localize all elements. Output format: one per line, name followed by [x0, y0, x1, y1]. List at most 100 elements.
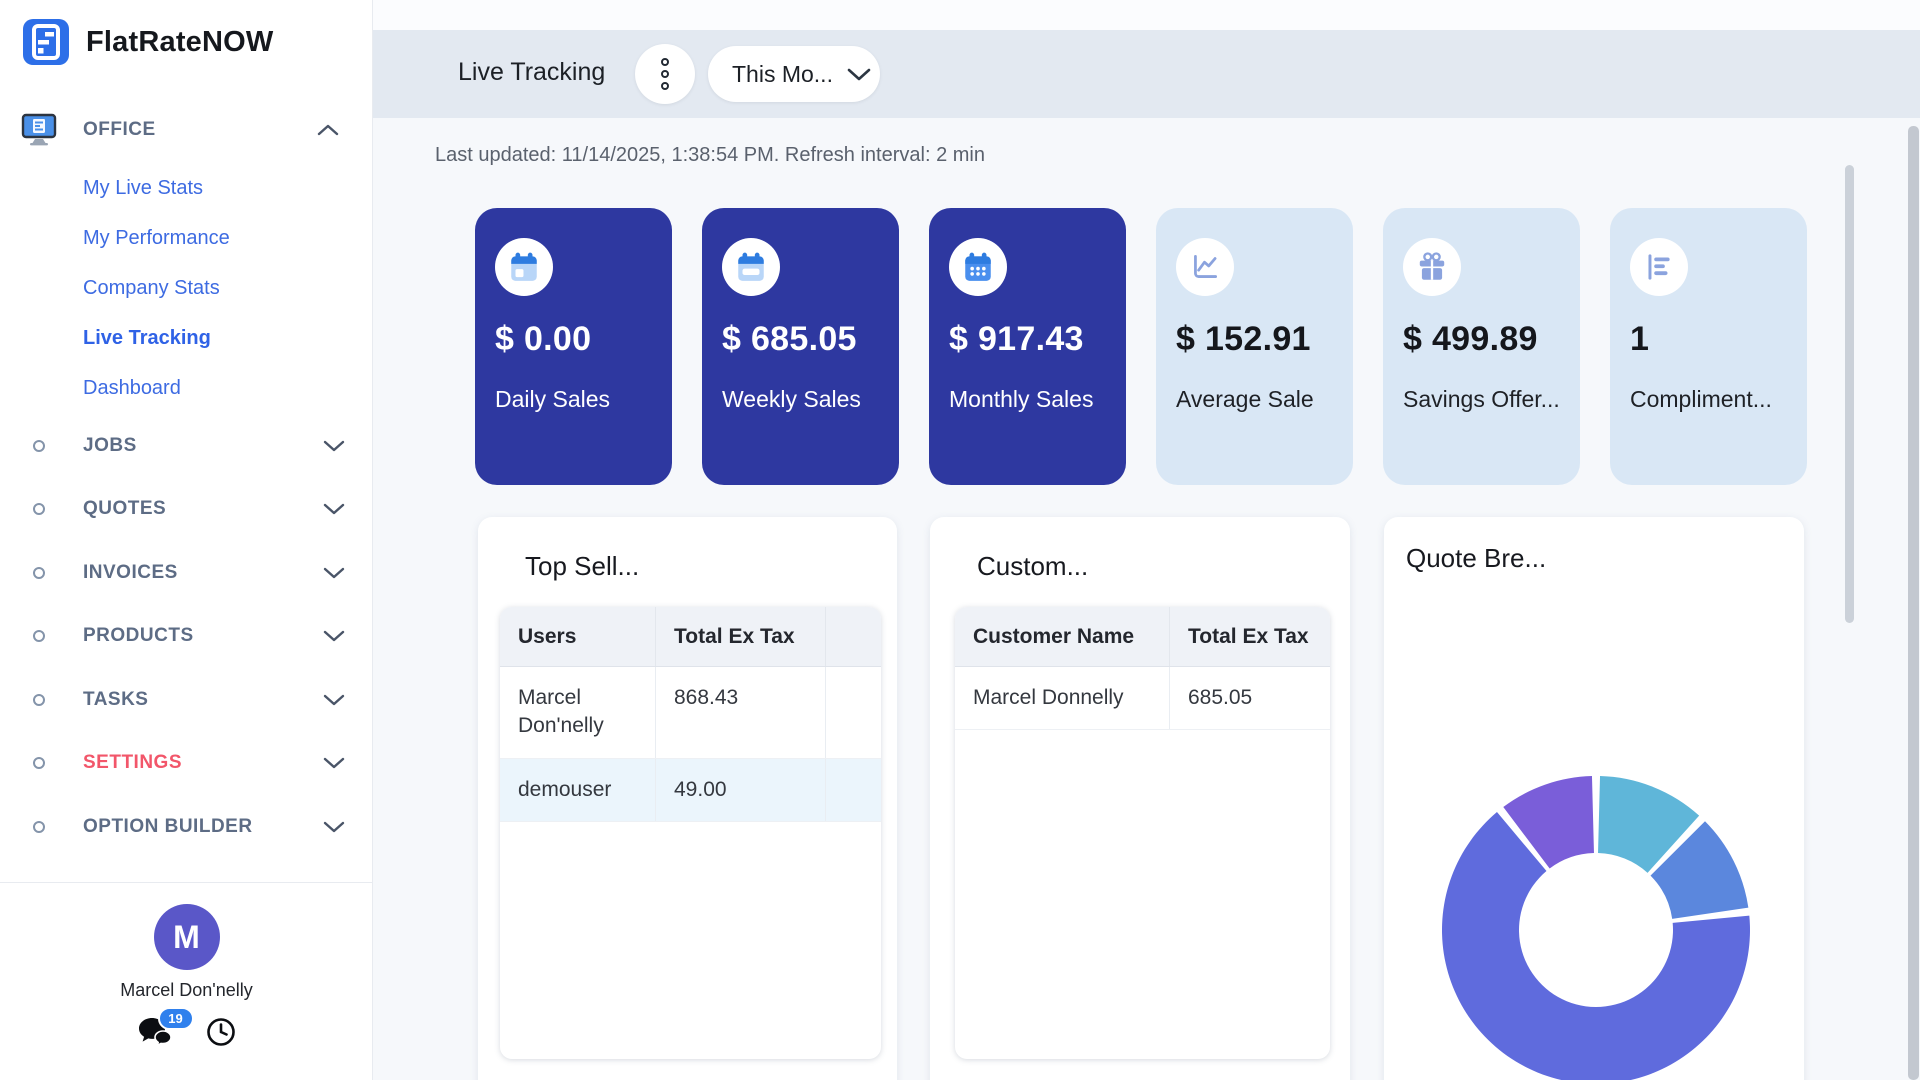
calendar-month-icon: [949, 238, 1007, 296]
top-sellers-table: Users Total Ex Tax Marcel Don'nelly 868.…: [500, 607, 881, 1059]
stat-card-average-sale[interactable]: $ 152.91 Average Sale: [1156, 208, 1353, 485]
period-dropdown[interactable]: This Mo...: [708, 46, 880, 102]
chevron-down-icon: [323, 630, 345, 642]
clock-icon: [206, 1017, 236, 1047]
chevron-down-icon: [323, 440, 345, 452]
column-header-empty: [826, 607, 881, 666]
office-submenu: My Live Stats My Performance Company Sta…: [0, 163, 373, 413]
dot-icon: [661, 58, 669, 66]
customers-table: Customer Name Total Ex Tax Marcel Donnel…: [955, 607, 1330, 1059]
line-chart-icon: [1176, 238, 1234, 296]
stat-value: $ 152.91: [1176, 320, 1311, 358]
chevron-down-icon: [323, 821, 345, 833]
stat-card-monthly-sales[interactable]: $ 917.43 Monthly Sales: [929, 208, 1126, 485]
column-header[interactable]: Total Ex Tax: [1188, 624, 1309, 648]
table-row[interactable]: Marcel Don'nelly 868.43: [500, 667, 881, 759]
bullet-icon: [33, 820, 45, 833]
user-block: M Marcel Don'nelly 19: [0, 898, 373, 1047]
brand-logo[interactable]: FlatRateNOW: [22, 18, 274, 66]
stat-value: 1: [1630, 320, 1650, 358]
stat-label: Monthly Sales: [949, 386, 1094, 412]
sidebar-section-tasks[interactable]: TASKS: [0, 668, 373, 732]
last-updated-text: Last updated: 11/14/2025, 1:38:54 PM. Re…: [435, 144, 985, 166]
stat-value: $ 0.00: [495, 320, 592, 358]
brand-name: FlatRateNOW: [86, 25, 274, 58]
table-header: Customer Name Total Ex Tax: [955, 607, 1330, 667]
bullet-icon: [33, 503, 45, 516]
sidebar-item-my-performance[interactable]: My Performance: [83, 226, 230, 249]
sidebar-section-office[interactable]: OFFICE: [20, 108, 353, 152]
quote-breakdown-panel: Quote Bre...: [1384, 517, 1804, 1080]
calendar-week-icon: [722, 238, 780, 296]
gift-icon: [1403, 238, 1461, 296]
bar-chart-icon: [1630, 238, 1688, 296]
stat-value: $ 499.89: [1403, 320, 1538, 358]
computer-icon: [20, 113, 58, 147]
chevron-down-icon: [847, 68, 871, 81]
chevron-down-icon: [323, 567, 345, 579]
sidebar-section-option-builder[interactable]: OPTION BUILDER: [0, 795, 373, 859]
stat-label: Weekly Sales: [722, 386, 861, 412]
content-scrollbar-thumb[interactable]: [1845, 165, 1854, 623]
panel-title: Quote Bre...: [1406, 543, 1547, 573]
sidebar-groups: JOBS QUOTES INVOICES PRODUCTS TASKS SETT…: [0, 414, 373, 859]
sidebar: FlatRateNOW OFFICE My Live Stats My Perf…: [0, 0, 373, 1080]
stat-card-complimentary[interactable]: 1 Compliment...: [1610, 208, 1807, 485]
page-title: Live Tracking: [458, 58, 606, 86]
main-content: Live Tracking This Mo... Last updated: 1…: [373, 0, 1920, 1080]
page-scrollbar-thumb[interactable]: [1908, 126, 1919, 1080]
bullet-icon: [33, 630, 45, 643]
sidebar-section-jobs[interactable]: JOBS: [0, 414, 373, 478]
divider: [0, 882, 373, 883]
topbar: Live Tracking This Mo...: [373, 30, 1920, 118]
chevron-down-icon: [323, 503, 345, 515]
calendar-day-icon: [495, 238, 553, 296]
stat-label: Daily Sales: [495, 386, 611, 412]
sidebar-item-my-live-stats[interactable]: My Live Stats: [83, 176, 204, 199]
flatratenow-logo-icon: [22, 18, 70, 66]
bullet-icon: [33, 439, 45, 452]
column-header[interactable]: Users: [500, 607, 656, 666]
bullet-icon: [33, 757, 45, 770]
sidebar-item-live-tracking[interactable]: Live Tracking: [83, 326, 211, 349]
table-row[interactable]: demouser 49.00: [500, 758, 881, 823]
stat-card-weekly-sales[interactable]: $ 685.05 Weekly Sales: [702, 208, 899, 485]
sidebar-item-company-stats[interactable]: Company Stats: [83, 276, 220, 299]
dot-icon: [661, 70, 669, 78]
panel-title: Top Sell...: [525, 551, 640, 581]
sidebar-section-settings[interactable]: SETTINGS: [0, 732, 373, 796]
chevron-down-icon: [323, 757, 345, 769]
column-header[interactable]: Total Ex Tax: [656, 607, 826, 666]
panel-title: Custom...: [977, 551, 1089, 581]
quote-breakdown-donut: [1442, 776, 1750, 1080]
table-row[interactable]: Marcel Donnelly 685.05: [955, 667, 1330, 731]
stat-value: $ 917.43: [949, 320, 1084, 358]
stat-label: Average Sale: [1176, 386, 1314, 412]
sidebar-item-dashboard[interactable]: Dashboard: [83, 376, 181, 399]
more-options-button[interactable]: [635, 44, 695, 104]
sidebar-section-quotes[interactable]: QUOTES: [0, 478, 373, 542]
stat-cards-row: $ 0.00 Daily Sales $ 685.05 Weekly Sales: [475, 208, 1807, 485]
stat-value: $ 685.05: [722, 320, 857, 358]
top-strip: [373, 0, 1920, 30]
dot-icon: [661, 82, 669, 90]
column-header[interactable]: Customer Name: [955, 607, 1170, 666]
sidebar-section-products[interactable]: PRODUCTS: [0, 605, 373, 669]
bullet-icon: [33, 566, 45, 579]
avatar[interactable]: M: [153, 904, 220, 970]
customers-panel: Custom... Customer Name Total Ex Tax Mar…: [930, 517, 1350, 1080]
chat-icon: [138, 1017, 172, 1047]
bullet-icon: [33, 693, 45, 706]
messages-button[interactable]: 19: [138, 1007, 194, 1047]
stat-label: Compliment...: [1630, 386, 1772, 412]
stat-card-savings-offered[interactable]: $ 499.89 Savings Offer...: [1383, 208, 1580, 485]
chevron-down-icon: [323, 694, 345, 706]
sidebar-section-label: OFFICE: [83, 119, 156, 140]
history-button[interactable]: [206, 1017, 236, 1047]
table-header: Users Total Ex Tax: [500, 607, 881, 667]
sidebar-section-invoices[interactable]: INVOICES: [0, 541, 373, 605]
stat-card-daily-sales[interactable]: $ 0.00 Daily Sales: [475, 208, 672, 485]
period-dropdown-value: This Mo...: [732, 60, 833, 87]
chevron-up-icon: [317, 124, 339, 136]
notification-badge: 19: [157, 1007, 194, 1030]
